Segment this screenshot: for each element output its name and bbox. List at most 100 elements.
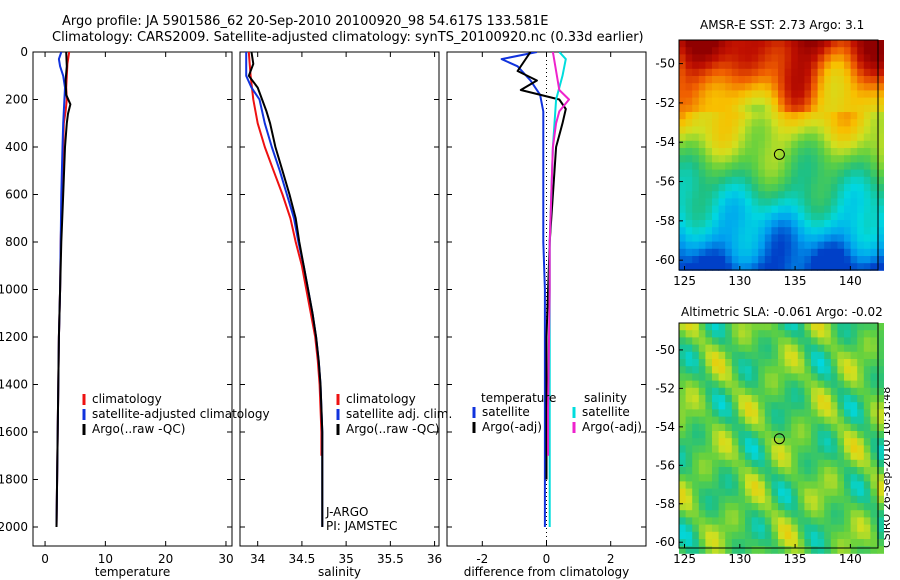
- heatmap-cell-sst_map: [771, 248, 779, 257]
- heatmap-cell-sst_map: [698, 148, 706, 156]
- heatmap-cell-sla_map: [863, 423, 871, 432]
- heatmap-cell-sla_map: [758, 467, 766, 475]
- heatmap-cell-sst_map: [725, 248, 733, 257]
- heatmap-cell-sst_map: [804, 47, 812, 55]
- heatmap-cell-sla_map: [718, 546, 726, 554]
- heatmap-cell-sst_map: [817, 234, 825, 242]
- y-tick-label: 1200: [0, 330, 28, 344]
- heatmap-cell-sla_map: [738, 495, 746, 504]
- heatmap-cell-sla_map: [778, 452, 785, 461]
- heatmap-cell-sst_map: [817, 263, 825, 271]
- heatmap-cell-sla_map: [804, 359, 812, 367]
- heatmap-cell-sst_map: [705, 68, 713, 77]
- heatmap-cell-sst_map: [751, 126, 759, 134]
- heatmap-cell-sst_map: [837, 191, 845, 199]
- heatmap-cell-sst_map: [758, 220, 766, 228]
- heatmap-cell-sla_map: [804, 337, 812, 345]
- heatmap-cell-sla_map: [804, 387, 812, 396]
- heatmap-cell-sla_map: [771, 387, 779, 396]
- x-tick-label-salinity: 35: [338, 552, 353, 566]
- heatmap-cell-sst_map: [692, 248, 700, 257]
- heatmap-cell-sla_map: [824, 495, 832, 504]
- heatmap-cell-sla_map: [824, 351, 832, 360]
- heatmap-cell-sla_map: [725, 431, 733, 439]
- heatmap-cell-sst_map: [863, 212, 871, 221]
- heatmap-cell-sst_map: [778, 220, 785, 228]
- heatmap-cell-sla_map: [778, 438, 785, 446]
- heatmap-cell-sst_map: [830, 241, 838, 250]
- heatmap-cell-sla_map: [837, 323, 845, 331]
- heatmap-cell-sst_map: [824, 133, 832, 142]
- heatmap-cell-sst_map: [705, 198, 713, 206]
- x-tick-label-salinity: 34.5: [289, 552, 316, 566]
- heatmap-cell-sst_map: [758, 169, 766, 178]
- heatmap-cell-sst_map: [758, 104, 766, 113]
- heatmap-cell-sst_map: [877, 176, 884, 185]
- heatmap-cell-sla_map: [778, 337, 785, 345]
- heatmap-cell-sst_map: [817, 40, 825, 48]
- heatmap-cell-sst_map: [870, 54, 878, 62]
- heatmap-cell-sst_map: [771, 227, 779, 235]
- heatmap-cell-sla_map: [778, 351, 785, 360]
- heatmap-cell-sst_map: [784, 76, 792, 84]
- heatmap-cell-sla_map: [857, 344, 865, 353]
- heatmap-cell-sla_map: [771, 337, 779, 345]
- heatmap-cell-sst_map: [738, 220, 746, 228]
- heatmap-cell-sla_map: [685, 344, 693, 353]
- heatmap-cell-sst_map: [764, 155, 772, 163]
- heatmap-cell-sst_map: [824, 47, 832, 55]
- heatmap-cell-sla_map: [698, 481, 706, 489]
- heatmap-cell-sla_map: [758, 546, 766, 554]
- heatmap-cell-sla_map: [830, 488, 838, 497]
- heatmap-cell-sst_map: [857, 155, 865, 163]
- heatmap-cell-sst_map: [692, 104, 700, 113]
- heatmap-cell-sla_map: [791, 467, 799, 475]
- heatmap-cell-sst_map: [698, 104, 706, 113]
- heatmap-cell-sst_map: [764, 198, 772, 206]
- heatmap-cell-sla_map: [758, 438, 766, 446]
- heatmap-cell-sst_map: [811, 68, 818, 77]
- heatmap-cell-sst_map: [698, 119, 706, 127]
- heatmap-cell-sla_map: [778, 459, 785, 468]
- heatmap-cell-sla_map: [804, 510, 812, 518]
- heatmap-cell-sla_map: [718, 351, 726, 360]
- heatmap-cell-sst_map: [844, 220, 851, 228]
- heatmap-cell-sst_map: [705, 191, 713, 199]
- heatmap-cell-sla_map: [751, 452, 759, 461]
- heatmap-cell-sst_map: [844, 241, 851, 250]
- heatmap-cell-sst_map: [850, 162, 858, 170]
- heatmap-cell-sst_map: [877, 162, 884, 170]
- heatmap-cell-sla_map: [844, 373, 851, 381]
- heatmap-cell-sst_map: [718, 169, 726, 178]
- heatmap-cell-sla_map: [731, 510, 739, 518]
- heatmap-cell-sst_map: [804, 212, 812, 221]
- heatmap-cell-sst_map: [863, 234, 871, 242]
- heatmap-cell-sst_map: [751, 40, 759, 48]
- heatmap-cell-sla_map: [712, 402, 719, 410]
- heatmap-cell-sst_map: [797, 90, 805, 98]
- heatmap-cell-sst_map: [824, 212, 832, 221]
- heatmap-cell-sst_map: [718, 241, 726, 250]
- heatmap-cell-sla_map: [778, 524, 785, 533]
- heatmap-cell-sla_map: [791, 524, 799, 533]
- heatmap-cell-sla_map: [764, 380, 772, 389]
- heatmap-cell-sst_map: [771, 68, 779, 77]
- heatmap-cell-sla_map: [712, 344, 719, 353]
- heatmap-cell-sla_map: [797, 503, 805, 511]
- heatmap-cell-sla_map: [751, 387, 759, 396]
- heatmap-cell-sst_map: [857, 212, 865, 221]
- heatmap-cell-sla_map: [824, 402, 832, 410]
- heatmap-cell-sst_map: [758, 248, 766, 257]
- heatmap-cell-sst_map: [870, 191, 878, 199]
- heatmap-cell-sla_map: [751, 503, 759, 511]
- heatmap-cell-sst_map: [804, 76, 812, 84]
- heatmap-cell-sst_map: [830, 76, 838, 84]
- heatmap-cell-sla_map: [797, 337, 805, 345]
- heatmap-cell-sst_map: [712, 169, 719, 178]
- heatmap-cell-sla_map: [731, 524, 739, 533]
- heatmap-cell-sst_map: [844, 119, 851, 127]
- heatmap-cell-sla_map: [877, 488, 884, 497]
- heatmap-cell-sst_map: [725, 61, 733, 70]
- heatmap-cell-sst_map: [837, 104, 845, 113]
- heatmap-cell-sla_map: [850, 351, 858, 360]
